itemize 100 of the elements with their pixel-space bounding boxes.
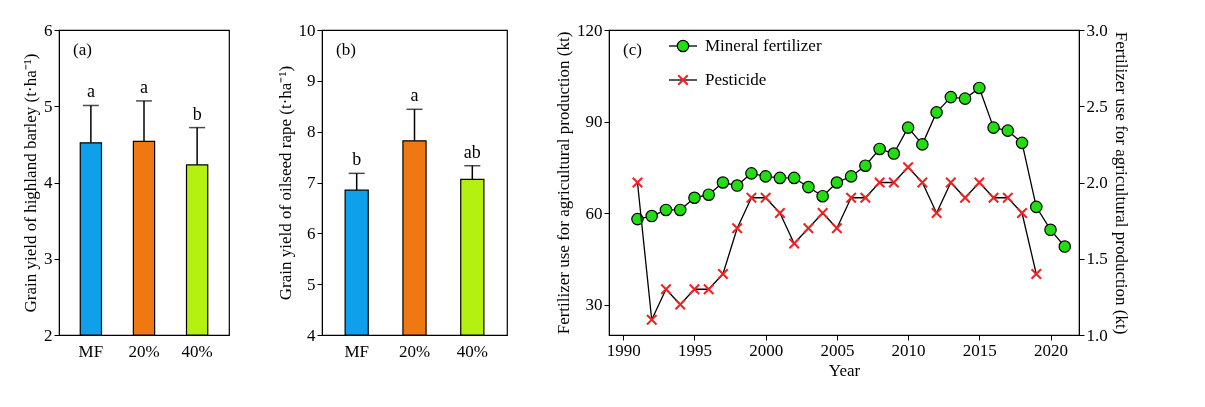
point bbox=[688, 191, 701, 205]
x-tick-label: MF bbox=[344, 341, 369, 361]
x-tick-label: 2015 bbox=[962, 340, 997, 360]
x-axis-title: Year bbox=[828, 360, 861, 380]
point bbox=[1029, 200, 1043, 214]
point bbox=[1002, 192, 1014, 204]
y-tick-label: 8 bbox=[307, 122, 316, 142]
point bbox=[816, 189, 829, 203]
point bbox=[859, 192, 872, 204]
annotation: a bbox=[86, 81, 95, 102]
legend-label: Pesticide bbox=[705, 70, 767, 89]
point bbox=[673, 203, 687, 217]
y-tick-label: 6 bbox=[44, 20, 53, 40]
y-axis-title: Fertilizer use for agricultural production (kt) bbox=[554, 31, 573, 335]
y-tick-label: 6 bbox=[307, 223, 316, 243]
x-tick-label: 40% bbox=[181, 341, 213, 361]
y-tick-label: 4 bbox=[307, 325, 316, 345]
point bbox=[1001, 124, 1015, 137]
point bbox=[901, 121, 915, 134]
x-tick-label: MF bbox=[78, 341, 104, 361]
y-tick-label: 120 bbox=[577, 20, 603, 40]
point bbox=[774, 207, 786, 219]
point bbox=[816, 207, 829, 219]
y-tick-label: 2 bbox=[44, 325, 53, 345]
point bbox=[645, 314, 658, 326]
point bbox=[1015, 136, 1029, 150]
point bbox=[659, 203, 673, 217]
point bbox=[944, 90, 958, 104]
point bbox=[802, 180, 815, 194]
y2-tick-label: 2.0 bbox=[1086, 173, 1108, 192]
y-tick-label: 4 bbox=[44, 173, 53, 192]
point bbox=[674, 298, 686, 311]
y-tick-label: 30 bbox=[585, 295, 603, 314]
annotation: b bbox=[352, 149, 362, 170]
point bbox=[902, 161, 914, 173]
point bbox=[745, 192, 758, 204]
y-tick-label: 90 bbox=[585, 112, 603, 131]
annotation: ab bbox=[463, 141, 481, 162]
annotation: a bbox=[410, 85, 419, 106]
point bbox=[645, 209, 659, 223]
point bbox=[688, 283, 701, 295]
point bbox=[730, 179, 744, 192]
point bbox=[930, 207, 943, 219]
x-tick-label: 2000 bbox=[749, 340, 784, 360]
y-tick-label: 7 bbox=[307, 173, 316, 192]
point bbox=[1030, 268, 1043, 280]
point bbox=[773, 171, 787, 185]
x-tick-label: 1995 bbox=[677, 340, 712, 360]
point bbox=[702, 283, 715, 295]
x-tick-label: 20% bbox=[398, 341, 431, 361]
y-axis-title: Grain yield of highland barley (t·ha⁻¹) bbox=[21, 53, 40, 313]
point bbox=[702, 188, 715, 201]
y-tick-label: 10 bbox=[298, 20, 316, 40]
point bbox=[1044, 223, 1057, 237]
annotation: (b) bbox=[336, 40, 356, 59]
point bbox=[788, 237, 800, 250]
annotation: (c) bbox=[623, 40, 642, 59]
point bbox=[958, 92, 972, 105]
y2-tick-label: 1.0 bbox=[1086, 325, 1108, 345]
y2-tick-label: 3.0 bbox=[1086, 20, 1108, 40]
x-tick-label: 40% bbox=[456, 341, 488, 361]
annotation: a bbox=[140, 76, 148, 97]
y2-tick-label: 2.5 bbox=[1086, 96, 1108, 116]
point bbox=[873, 142, 886, 156]
point bbox=[731, 222, 743, 234]
point bbox=[930, 106, 943, 119]
point bbox=[660, 283, 672, 295]
point bbox=[973, 81, 986, 95]
point bbox=[1016, 207, 1028, 219]
point bbox=[873, 176, 886, 189]
point bbox=[987, 121, 1000, 134]
point bbox=[844, 170, 858, 183]
point bbox=[1058, 240, 1072, 253]
point bbox=[759, 192, 772, 204]
point bbox=[830, 176, 844, 189]
y2-axis-title: Fertilizer use for agricultural production (kt) bbox=[1111, 31, 1131, 335]
y-axis-title: Grain yield of oilseed rape (t·ha⁻¹) bbox=[275, 65, 295, 301]
point bbox=[759, 170, 772, 183]
point bbox=[945, 176, 957, 189]
y-tick-label: 9 bbox=[307, 71, 316, 91]
point bbox=[787, 171, 801, 185]
point bbox=[888, 176, 900, 189]
point bbox=[631, 176, 644, 189]
point bbox=[717, 268, 729, 280]
x-tick-label: 2010 bbox=[891, 340, 926, 360]
point bbox=[916, 138, 929, 151]
annotation: (a) bbox=[73, 40, 92, 59]
point bbox=[802, 222, 815, 234]
x-tick-label: 20% bbox=[128, 341, 160, 361]
point bbox=[716, 176, 730, 189]
y2-tick-label: 1.5 bbox=[1086, 249, 1108, 269]
point bbox=[845, 192, 857, 204]
point bbox=[916, 176, 929, 189]
point bbox=[959, 192, 971, 204]
x-tick-label: 1990 bbox=[606, 340, 641, 360]
point bbox=[887, 147, 901, 160]
x-tick-label: 2005 bbox=[820, 340, 855, 360]
point bbox=[745, 167, 758, 180]
y-tick-label: 60 bbox=[585, 203, 603, 223]
x-tick-label: 2020 bbox=[1034, 340, 1069, 360]
